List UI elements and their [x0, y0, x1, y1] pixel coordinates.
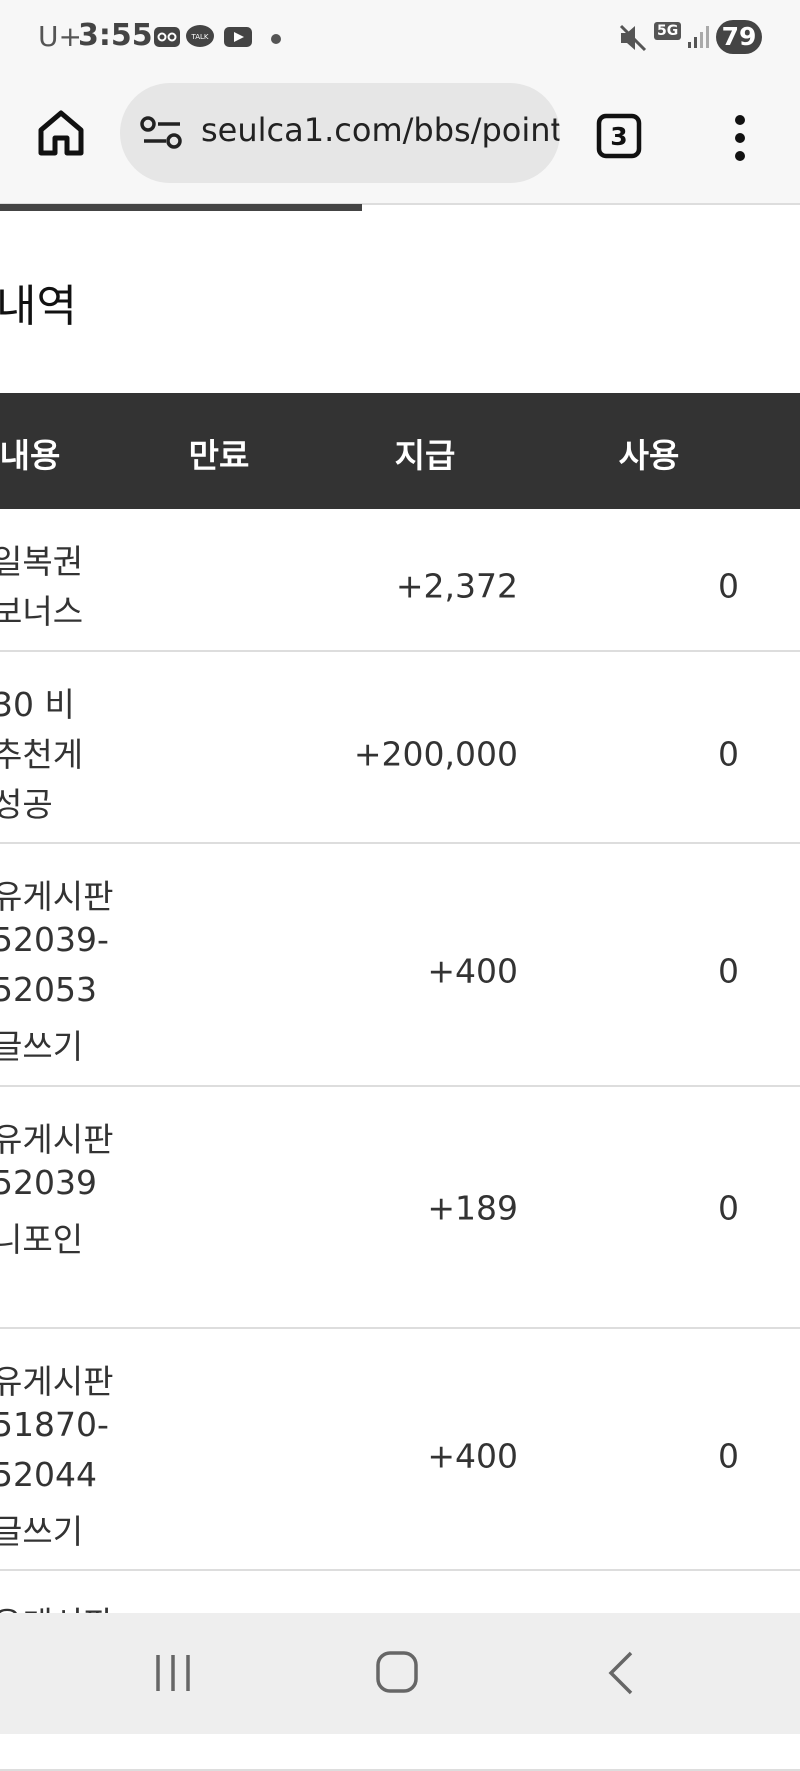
- table-header: 내용 만료 지급 사용: [0, 393, 800, 509]
- content-line: 52053: [0, 970, 97, 1009]
- url[interactable]: seulca1.com/bbs/point.p: [201, 111, 560, 149]
- points-used: 0: [718, 1188, 739, 1228]
- table-row: 유게시판 52039- 52053 글쓰기 +400 0: [0, 844, 800, 1087]
- clock: 3:55: [78, 18, 153, 53]
- tab-count: 3: [610, 122, 627, 151]
- content-line: 글쓰기: [0, 1512, 84, 1551]
- content-line: 성공: [0, 785, 53, 824]
- points-given: +400: [427, 951, 518, 991]
- content-line: 52044: [0, 1455, 97, 1494]
- points-used: 0: [718, 566, 739, 606]
- content-line: 니포인: [0, 1220, 84, 1259]
- home-button[interactable]: [36, 108, 86, 158]
- points-used: 0: [718, 734, 739, 774]
- table-row: 30 비추천게성공 +200,000 0: [0, 652, 800, 844]
- carrier: U+: [38, 20, 82, 53]
- address-bar[interactable]: seulca1.com/bbs/point.p: [120, 83, 560, 183]
- dot: [271, 34, 281, 44]
- progress-bar: [0, 204, 362, 211]
- content-line: 유게시판: [0, 877, 114, 916]
- column-header: 내용: [0, 436, 61, 475]
- content-line: 글쓰기: [0, 1027, 84, 1066]
- content-line: 30 비: [0, 685, 75, 724]
- back-button[interactable]: [605, 1649, 637, 1697]
- content-line: 51870-: [0, 1405, 109, 1444]
- content-line: 유게시판: [0, 1120, 114, 1159]
- recents-button[interactable]: [150, 1651, 196, 1695]
- notification-icons: TALK: [154, 25, 252, 47]
- points-used: 0: [718, 1436, 739, 1476]
- network-type: 5G: [654, 22, 682, 40]
- tabs-button[interactable]: 3: [595, 112, 645, 162]
- table-row: 유게시판 52039 니포인 +189 0: [0, 1087, 800, 1329]
- content-line: 유게시판: [0, 1362, 114, 1401]
- signal: [688, 26, 709, 48]
- points-given: +400: [427, 1436, 518, 1476]
- content-line: 일복권: [0, 542, 84, 581]
- points-given: +189: [427, 1188, 518, 1228]
- battery: 79: [716, 20, 762, 54]
- status-bar: U+ 3:55 TALK 5G 79: [0, 0, 800, 72]
- column-header: 지급: [394, 436, 456, 475]
- points-given: +200,000: [353, 734, 518, 774]
- content-line: 52039-: [0, 920, 109, 959]
- nav-bar: [0, 1613, 800, 1734]
- content-line: 보너스: [0, 592, 84, 631]
- content-line: 추천게: [0, 735, 84, 774]
- column-header: 사용: [618, 436, 680, 475]
- mute-icon: [619, 24, 647, 52]
- column-header: 만료: [188, 436, 250, 475]
- content-line: 52039: [0, 1163, 97, 1202]
- points-used: 0: [718, 951, 739, 991]
- table-row: 유게시판 51870- 52044 글쓰기 +400 0: [0, 1329, 800, 1571]
- points-given: +2,372: [395, 566, 518, 606]
- talk-label: TALK: [190, 33, 208, 41]
- page-heading: 내역: [0, 281, 77, 332]
- home-nav-button[interactable]: [374, 1649, 420, 1695]
- site-settings-icon[interactable]: [140, 115, 184, 151]
- menu-button[interactable]: [728, 112, 752, 168]
